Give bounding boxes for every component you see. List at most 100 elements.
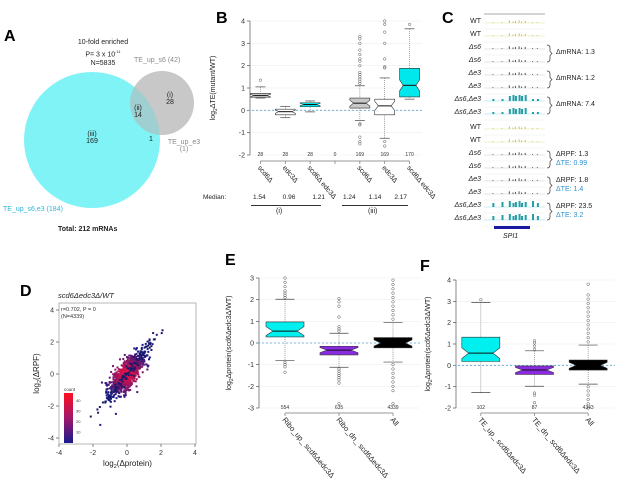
scatter-point-sparse [141,351,144,354]
track-peak [524,191,526,194]
track-label: Δe3 [468,83,481,90]
outlier-point [337,367,341,371]
scatter-point [129,362,132,365]
track-peak [521,60,523,62]
scatter-point [129,359,132,362]
scatter-point [122,373,125,376]
scatter-point [133,364,136,367]
scatter-point [126,380,129,383]
scatter-point [105,390,108,393]
scatter-point [126,360,129,363]
scatter-point [114,372,117,375]
scatter-point [127,365,130,368]
scatter-point [117,380,120,383]
label-rest: Δprotein(scd6Δedc3Δ/WT) [425,296,432,379]
scatter-point [121,383,124,386]
scatter-point [124,367,127,370]
scatter-point [127,360,130,363]
scatter-point [119,380,122,383]
median-label: Median: [203,194,227,201]
scatter-point [123,367,126,370]
track-peak [518,178,520,181]
outlier-point [586,327,590,331]
scatter-point-sparse [138,357,141,360]
outlier-point [586,340,590,344]
scatter-point [135,355,138,358]
subscript: 2 [37,380,43,383]
scatter-point [134,359,137,362]
scatter-point [124,390,127,393]
scatter-point [125,372,128,375]
scatter-point [127,374,130,377]
y-tick-label: 4 [241,19,245,26]
scatter-point [119,375,122,378]
scatter-point [121,384,124,387]
scatter-point [125,373,128,376]
track-peak [514,139,516,142]
scatter-point [122,381,125,384]
scatter-point [122,369,125,372]
outlier-point [283,289,287,293]
scatter-point [113,388,116,391]
scatter-point [132,367,135,370]
scatter-point [100,381,103,384]
scatter-point [125,377,128,380]
scatter-point [130,356,133,359]
scatter-point-sparse [109,391,112,394]
scatter-point [125,370,128,373]
scatter-point [134,367,137,370]
scatter-point [127,367,130,370]
scatter-point-sparse [152,338,155,341]
outlier-point [391,384,395,388]
scatter-point [128,361,131,364]
scatter-point [125,364,128,367]
scatter-point [131,370,134,373]
scatter-point [121,370,124,373]
scatter-point-sparse [129,367,132,370]
group-iii-label: (iii) [368,208,378,215]
scatter-point [120,381,123,384]
annotation-delta-te: ΔTE: 3.2 [556,211,584,219]
track-peak [501,87,503,88]
track-annotation: ΔRPF: 1.8 ΔTE: 1.4 [556,176,588,194]
scatter-point [121,375,124,378]
track-label: WT [470,124,481,131]
scatter-point [120,372,123,375]
track-peak [532,74,533,75]
outlier-point [337,373,341,378]
scatter-point [126,377,129,380]
scatter-point [129,373,132,376]
scatter-point [146,354,149,357]
outlier-point [358,75,362,79]
scatter-point-sparse [113,388,116,391]
scatter-point [105,388,108,391]
scatter-point [123,375,126,378]
outlier-point [337,371,341,375]
track-peak [512,179,514,181]
track-peak [536,203,539,207]
scatter-point [124,392,127,395]
count-label: 87 [532,405,538,411]
scatter-point [123,353,126,356]
scatter-point [127,365,130,368]
track-peak [501,193,503,194]
y-tick-label: -3 [248,406,254,413]
scatter-point [120,372,123,375]
scatter-point [99,423,102,426]
scatter-point [108,376,111,379]
scatter-point [129,364,132,367]
scatter-point [121,375,124,378]
outlier-point [337,369,341,373]
track-peak [492,99,495,101]
y-axis-label: log2Δprotein(scd6Δedc3Δ/WT) [425,296,434,391]
track-peak [514,85,516,88]
scatter-point [123,371,126,374]
scatter-point-sparse [137,364,140,367]
scatter-point [131,362,134,365]
annotation-delta: ΔmRNA: 1.2 [556,74,595,82]
scatter-point-sparse [140,358,143,361]
track-peak [492,22,494,23]
gene-label: SPI1 [503,233,519,240]
scatter-point [108,394,111,397]
scatter-point [122,384,125,387]
